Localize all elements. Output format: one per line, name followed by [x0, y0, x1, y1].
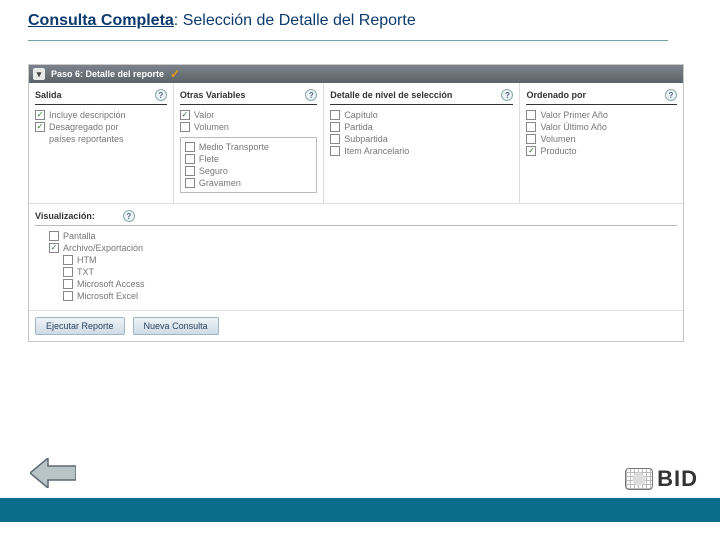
col-salida: Salida ? Incluye descripción Desagregado…: [29, 83, 173, 203]
checkbox-icon: [526, 122, 536, 132]
checkbox-icon: [63, 279, 73, 289]
checkbox-icon: [185, 154, 195, 164]
chk-gravamen[interactable]: Gravamen: [185, 177, 312, 189]
options-columns: Salida ? Incluye descripción Desagregado…: [29, 83, 683, 204]
help-icon[interactable]: ?: [305, 89, 317, 101]
checkbox-icon: [35, 122, 45, 132]
chk-medio-transporte[interactable]: Medio Transporte: [185, 141, 312, 153]
new-query-button[interactable]: Nueva Consulta: [133, 317, 219, 335]
chk-orden-producto[interactable]: Producto: [526, 145, 677, 157]
chk-excel[interactable]: Microsoft Excel: [35, 290, 677, 302]
checkbox-icon: [330, 146, 340, 156]
chk-flete[interactable]: Flete: [185, 153, 312, 165]
checkbox-icon: [49, 231, 59, 241]
col-otras: Otras Variables ? Valor Volumen Medio Tr…: [173, 83, 323, 203]
title-bold: Consulta Completa: [28, 12, 174, 29]
title-rest: : Selección de Detalle del Reporte: [174, 12, 416, 29]
chk-incluye-descripcion[interactable]: Incluye descripción: [35, 109, 167, 121]
checkbox-icon: [180, 122, 190, 132]
back-arrow-icon[interactable]: [30, 458, 76, 488]
chk-htm[interactable]: HTM: [35, 254, 677, 266]
button-row: Ejecutar Reporte Nueva Consulta: [29, 310, 683, 341]
checkbox-icon: [185, 166, 195, 176]
help-icon[interactable]: ?: [155, 89, 167, 101]
chk-archivo-export[interactable]: Archivo/Exportación: [35, 242, 677, 254]
chk-volumen[interactable]: Volumen: [180, 121, 317, 133]
checkbox-icon: [63, 291, 73, 301]
run-report-button[interactable]: Ejecutar Reporte: [35, 317, 125, 335]
checkbox-icon: [63, 255, 73, 265]
help-icon[interactable]: ?: [501, 89, 513, 101]
help-icon[interactable]: ?: [123, 210, 135, 222]
chk-valor-primer[interactable]: Valor Primer Año: [526, 109, 677, 121]
chk-desagregado-cont: países reportantes: [35, 133, 167, 145]
step-header-bar: ▾ Paso 6: Detalle del reporte ✓: [29, 65, 683, 83]
checkbox-icon: [330, 122, 340, 132]
chk-access[interactable]: Microsoft Access: [35, 278, 677, 290]
chk-orden-volumen[interactable]: Volumen: [526, 133, 677, 145]
col-detalle-header: Detalle de nivel de selección ?: [330, 87, 513, 105]
chk-desagregado[interactable]: Desagregado por: [35, 121, 167, 133]
checkbox-icon: [330, 110, 340, 120]
collapse-icon[interactable]: ▾: [33, 68, 45, 80]
footer-accent-bar: [0, 498, 720, 522]
col-ordenado-header: Ordenado por ?: [526, 87, 677, 105]
chk-seguro[interactable]: Seguro: [185, 165, 312, 177]
col-ordenado: Ordenado por ? Valor Primer Año Valor Úl…: [519, 83, 683, 203]
viz-header: Visualización: ?: [35, 208, 677, 226]
checkbox-icon: [49, 243, 59, 253]
step-check-icon: ✓: [170, 67, 180, 81]
globe-icon: [625, 468, 653, 490]
chk-txt[interactable]: TXT: [35, 266, 677, 278]
checkbox-icon: [35, 110, 45, 120]
chk-capitulo[interactable]: Capítulo: [330, 109, 513, 121]
viz-section: Visualización: ? Pantalla Archivo/Export…: [29, 204, 683, 310]
checkbox-icon: [185, 142, 195, 152]
col-salida-header: Salida ?: [35, 87, 167, 105]
chk-subpartida[interactable]: Subpartida: [330, 133, 513, 145]
step-title: Paso 6: Detalle del reporte: [51, 69, 164, 79]
checkbox-icon: [180, 110, 190, 120]
checkbox-icon: [330, 134, 340, 144]
bid-logo: BID: [625, 466, 698, 492]
col-otras-header: Otras Variables ?: [180, 87, 317, 105]
checkbox-icon: [526, 146, 536, 156]
chk-valor[interactable]: Valor: [180, 109, 317, 121]
checkbox-icon: [526, 110, 536, 120]
chk-pantalla[interactable]: Pantalla: [35, 230, 677, 242]
checkbox-icon: [185, 178, 195, 188]
title-rule: [28, 40, 668, 41]
slide-title: Consulta Completa: Selección de Detalle …: [28, 12, 416, 30]
checkbox-icon: [63, 267, 73, 277]
report-wizard-panel: ▾ Paso 6: Detalle del reporte ✓ Salida ?…: [28, 64, 684, 342]
chk-partida[interactable]: Partida: [330, 121, 513, 133]
chk-valor-ultimo[interactable]: Valor Último Año: [526, 121, 677, 133]
checkbox-icon: [526, 134, 536, 144]
chk-item-arancelario[interactable]: Item Arancelario: [330, 145, 513, 157]
help-icon[interactable]: ?: [665, 89, 677, 101]
logo-text: BID: [657, 466, 698, 492]
otras-subgroup: Medio Transporte Flete Seguro Gravamen: [180, 137, 317, 193]
col-detalle: Detalle de nivel de selección ? Capítulo…: [323, 83, 519, 203]
